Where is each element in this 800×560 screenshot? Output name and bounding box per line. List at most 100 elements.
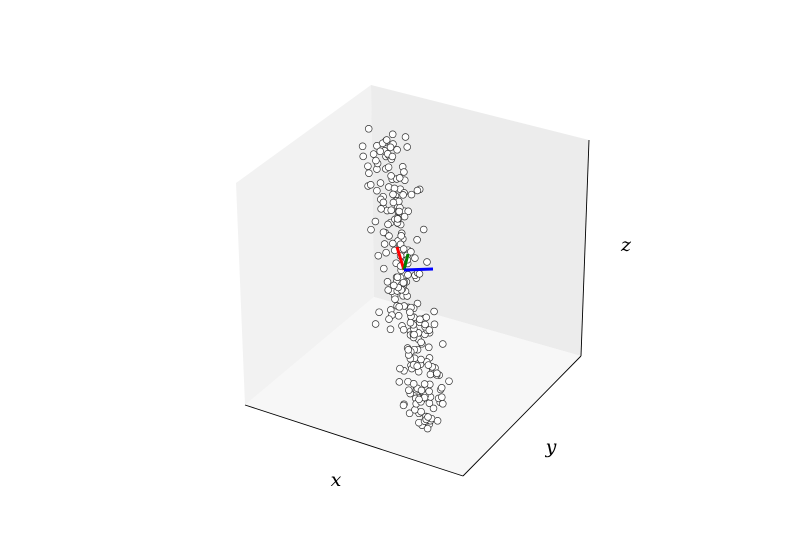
scatter-point bbox=[391, 295, 399, 303]
principal-axes bbox=[395, 246, 434, 272]
x-axis-line bbox=[244, 404, 464, 477]
scatter-point bbox=[400, 168, 408, 176]
scatter-point bbox=[399, 245, 408, 253]
scatter-point bbox=[423, 258, 431, 266]
scatter-point bbox=[404, 207, 412, 216]
scatter-point bbox=[395, 378, 404, 386]
left-pane bbox=[236, 85, 374, 405]
scatter-point bbox=[384, 220, 392, 229]
scatter-point bbox=[437, 384, 446, 392]
scatter-point bbox=[358, 142, 367, 151]
scatter-point bbox=[388, 152, 397, 161]
y-axis-line bbox=[462, 355, 582, 477]
scatter-point bbox=[419, 225, 428, 234]
scatter-point bbox=[438, 393, 446, 401]
scatter-point bbox=[439, 340, 447, 348]
scatter-point bbox=[374, 251, 383, 260]
scatter-point bbox=[364, 125, 373, 133]
scatter-point bbox=[399, 401, 408, 410]
x-axis-label: x bbox=[331, 469, 342, 491]
scatter-point bbox=[380, 264, 388, 273]
scatter-point bbox=[417, 355, 425, 364]
scatter-point bbox=[423, 424, 432, 433]
scatter-point bbox=[369, 150, 378, 158]
scatter-point bbox=[394, 312, 403, 320]
scatter-point bbox=[421, 320, 429, 329]
scatter-point bbox=[430, 320, 439, 329]
scatter-point bbox=[379, 198, 388, 207]
principal-axis-3 bbox=[403, 267, 434, 272]
scatter-point bbox=[425, 343, 433, 352]
scatter-point bbox=[385, 315, 393, 323]
scatter-point bbox=[384, 163, 393, 171]
scatter-point bbox=[405, 386, 413, 394]
scatter-point bbox=[401, 133, 410, 141]
scatter-point bbox=[387, 172, 395, 180]
scatter-point bbox=[404, 271, 412, 279]
scatter-point bbox=[399, 325, 408, 334]
scatter-point bbox=[406, 308, 414, 317]
scatter-point bbox=[417, 386, 426, 395]
scatter-point bbox=[433, 369, 441, 378]
scatter-point bbox=[413, 186, 422, 195]
scatter-point bbox=[399, 191, 407, 199]
scatter-point bbox=[425, 326, 434, 334]
scatter-point bbox=[376, 147, 384, 156]
scatter-point bbox=[371, 217, 380, 226]
scatter-point bbox=[425, 387, 433, 396]
scatter-point bbox=[393, 273, 402, 281]
scatter-point bbox=[406, 318, 415, 327]
scatter-point bbox=[407, 190, 416, 199]
scatter-point bbox=[395, 174, 404, 182]
scatter-point bbox=[400, 212, 409, 221]
scatter-point bbox=[387, 206, 395, 214]
scatter-point bbox=[386, 143, 395, 152]
principal-axis-1 bbox=[395, 246, 406, 271]
scatter-point bbox=[405, 409, 414, 418]
scatter-point bbox=[371, 320, 380, 328]
scatter-point bbox=[415, 395, 423, 404]
scatter-point bbox=[377, 205, 385, 213]
scatter-point bbox=[404, 346, 413, 354]
scatter-point bbox=[382, 136, 391, 144]
scatter-point bbox=[366, 181, 375, 189]
scatter-point bbox=[403, 143, 411, 151]
scatter-point bbox=[409, 380, 418, 388]
scatter-point bbox=[372, 156, 380, 165]
scatter-point bbox=[373, 186, 381, 195]
scatter-point bbox=[385, 232, 393, 240]
scatter-point bbox=[389, 190, 397, 199]
scatter-point bbox=[429, 404, 438, 413]
scatter-point bbox=[413, 236, 421, 244]
scatter-point bbox=[376, 179, 385, 187]
scatter-point bbox=[433, 417, 442, 425]
scatter-point bbox=[389, 239, 397, 248]
scatter-point bbox=[389, 198, 398, 207]
scatter-point bbox=[386, 325, 395, 334]
scatter-point bbox=[439, 400, 447, 408]
scatter-points bbox=[358, 125, 453, 433]
y-axis-label: y bbox=[545, 436, 557, 458]
scatter-point bbox=[397, 232, 405, 240]
back-pane bbox=[371, 85, 589, 356]
scatter-point bbox=[365, 169, 373, 177]
scatter-point bbox=[375, 308, 383, 316]
scatter-point bbox=[424, 413, 432, 421]
scatter-point bbox=[445, 377, 453, 385]
scatter-point bbox=[379, 228, 388, 237]
scatter-point bbox=[395, 207, 403, 216]
scatter-point bbox=[410, 330, 418, 339]
scatter-point bbox=[393, 146, 401, 154]
scatter-point bbox=[359, 152, 367, 161]
scatter-point bbox=[422, 313, 430, 322]
scatter-point bbox=[415, 270, 424, 278]
scatter-point bbox=[364, 162, 372, 170]
scatter-point bbox=[393, 215, 402, 223]
scatter-point bbox=[367, 225, 375, 234]
z-axis-line bbox=[580, 139, 590, 357]
scatter-point bbox=[395, 303, 403, 311]
scatter-point bbox=[388, 130, 397, 139]
scatter-point bbox=[430, 307, 438, 316]
scatter-point bbox=[396, 364, 404, 373]
